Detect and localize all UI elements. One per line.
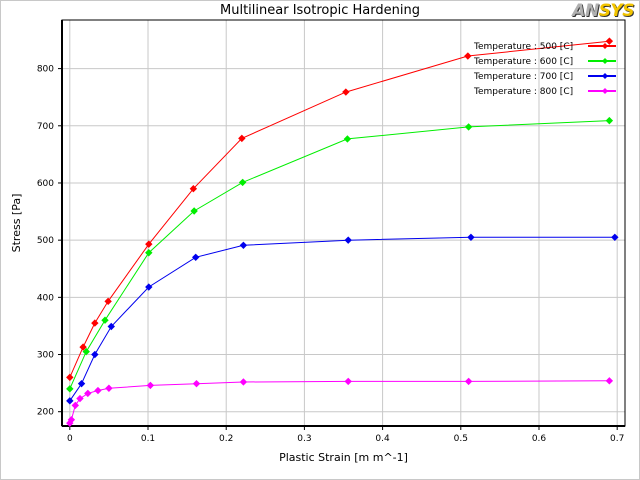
legend-swatch-marker [602,58,608,64]
data-point [84,389,92,398]
data-point [238,178,247,187]
data-point [91,350,99,359]
y-tick-label: 400 [37,293,54,303]
data-point [605,116,614,125]
data-point [71,401,80,410]
legend-swatch-marker [602,43,608,49]
y-tick-label: 200 [37,408,54,418]
x-tick-label: 0.1 [141,434,155,444]
data-point [611,233,619,242]
logo-text-sys: SYS [598,1,635,21]
series-line-3 [69,236,615,402]
data-point [344,236,352,244]
data-point [464,123,473,131]
data-point [238,134,246,143]
data-point [239,241,248,250]
data-point [464,52,472,60]
data-point [67,416,76,424]
x-axis-title: Plastic Strain [m m^-1] [279,451,408,464]
data-point [145,249,153,257]
data-point [77,379,86,388]
legend-label: Temperature : 600 [C] [473,57,573,67]
legend-label: Temperature : 800 [C] [473,87,573,97]
data-point [344,377,352,386]
data-point [343,135,352,143]
data-point [66,385,74,393]
data-point [605,377,614,385]
x-tick-label: 0.6 [532,434,547,444]
y-tick-label: 600 [37,179,54,189]
data-point [464,377,473,386]
legend-label: Temperature : 700 [C] [473,72,573,82]
data-point [146,381,155,390]
x-tick-label: 0.2 [219,434,233,444]
data-point [605,37,614,45]
series-line-1 [69,40,610,378]
data-point [79,343,87,351]
data-point [82,347,90,356]
legend-swatch-marker [602,73,608,79]
y-tick-label: 500 [37,236,54,246]
data-point [94,386,102,395]
data-point [239,378,248,386]
data-point [190,207,198,215]
ansys-logo: ANSYS [572,1,634,21]
chart-title: Multilinear Isotropic Hardening [220,3,420,18]
data-point [104,297,112,306]
axes: 0 0.1 0.2 0.3 0.4 0.5 0.6 0.7 200 300 400 500 600 700… [37,19,626,444]
logo-text-an: AN [572,1,599,21]
data-point [192,253,200,262]
x-tick-label: 0 [67,434,73,444]
x-tick-label: 0.3 [297,434,311,444]
data-point [91,319,99,327]
data-point [107,322,115,331]
data-point [101,316,109,324]
x-tick-label: 0.4 [375,434,390,444]
y-axis-title: Stress [Pa] [10,194,23,253]
y-tick-label: 300 [37,351,54,361]
data-point [189,184,198,193]
data-point [145,283,153,291]
x-tick-label: 0.5 [454,434,468,444]
grid [62,20,625,426]
y-tick-label: 700 [37,122,54,132]
legend-label: Temperature : 500 [C] [473,42,573,52]
data-point [145,240,153,248]
series-line-2 [69,120,610,390]
x-tick-label: 0.7 [610,434,624,444]
legend-swatch-marker [602,88,608,94]
data-point [105,384,113,392]
data-point [76,394,84,403]
data-point [66,397,74,405]
legend: Temperature : 500 [C] Temperature : 600 [… [473,42,616,97]
series-group [66,37,619,427]
data-point [342,88,350,96]
data-point [467,233,475,242]
data-point [66,373,74,382]
y-tick-label: 800 [37,65,54,75]
data-point [192,379,201,388]
